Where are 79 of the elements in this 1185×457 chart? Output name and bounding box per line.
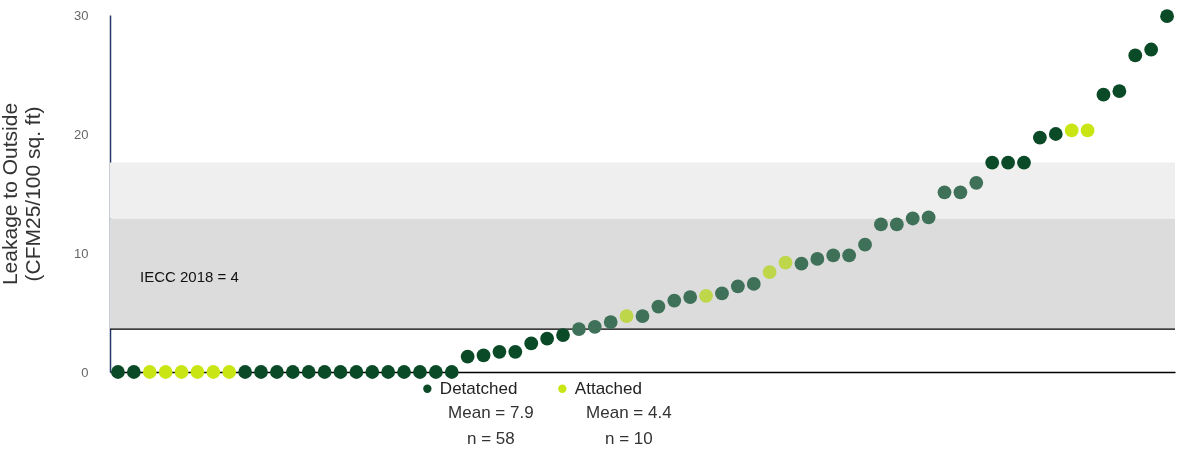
point — [238, 365, 252, 379]
point — [460, 349, 475, 364]
point — [874, 217, 888, 232]
point — [174, 365, 189, 379]
text: Mean = 7.9 — [448, 403, 534, 422]
point — [715, 286, 729, 301]
text: Mean = 4.4 — [586, 403, 672, 422]
point — [921, 210, 936, 225]
point — [476, 348, 491, 363]
y-axis-title: Leakage to Outside (CFM25/100 sq. ft) — [0, 102, 45, 286]
point — [572, 322, 586, 337]
point — [365, 365, 380, 379]
point — [222, 365, 237, 379]
point — [842, 248, 857, 263]
point — [333, 365, 348, 379]
point — [126, 365, 141, 379]
point — [937, 185, 952, 200]
point — [603, 315, 618, 329]
point — [969, 175, 984, 190]
text: n = 58 — [466, 429, 515, 448]
point — [699, 288, 713, 303]
point — [1160, 9, 1174, 24]
point — [444, 365, 459, 379]
point — [428, 365, 443, 379]
point — [254, 365, 268, 379]
point — [508, 344, 523, 359]
point — [142, 365, 157, 379]
point — [1112, 84, 1127, 99]
point — [285, 365, 300, 379]
y-tick-label: 0 — [81, 364, 89, 380]
point — [651, 299, 666, 314]
point — [1080, 123, 1095, 138]
point — [667, 293, 682, 308]
point — [889, 217, 904, 232]
legend-label: Attached — [574, 378, 642, 398]
point — [858, 237, 872, 252]
point — [540, 331, 555, 346]
point — [905, 211, 920, 226]
point — [953, 185, 968, 200]
point — [762, 265, 777, 279]
point — [587, 319, 602, 334]
point — [826, 248, 841, 263]
ref-line-label: IECC 2018 = 4 — [140, 268, 239, 286]
point — [683, 290, 698, 304]
legend-label: Detatched — [439, 378, 518, 398]
point — [1017, 155, 1031, 170]
point — [413, 365, 427, 379]
y-tick-label: 10 — [74, 245, 89, 261]
point — [397, 365, 411, 379]
point — [985, 155, 1000, 170]
point — [301, 365, 316, 379]
point — [810, 252, 825, 266]
point — [1033, 130, 1047, 145]
y-tick-label: 20 — [74, 126, 89, 142]
point — [1001, 155, 1015, 170]
point — [270, 365, 284, 379]
point — [746, 277, 761, 291]
point — [158, 365, 173, 379]
point — [730, 279, 745, 294]
point — [317, 365, 332, 379]
point — [190, 365, 205, 379]
point — [1096, 87, 1111, 102]
point — [1064, 123, 1079, 138]
point — [111, 365, 125, 379]
point — [206, 365, 221, 379]
y-tick-label: 30 — [74, 7, 89, 23]
point — [556, 328, 570, 342]
point — [794, 256, 809, 271]
point — [619, 309, 634, 323]
point — [1144, 42, 1159, 57]
text: n = 10 — [604, 429, 653, 448]
point — [524, 336, 539, 351]
point — [492, 344, 507, 359]
point — [635, 309, 650, 323]
point — [778, 255, 793, 270]
point — [1128, 48, 1143, 63]
point — [381, 365, 396, 379]
point — [349, 365, 364, 379]
point — [1048, 127, 1063, 141]
